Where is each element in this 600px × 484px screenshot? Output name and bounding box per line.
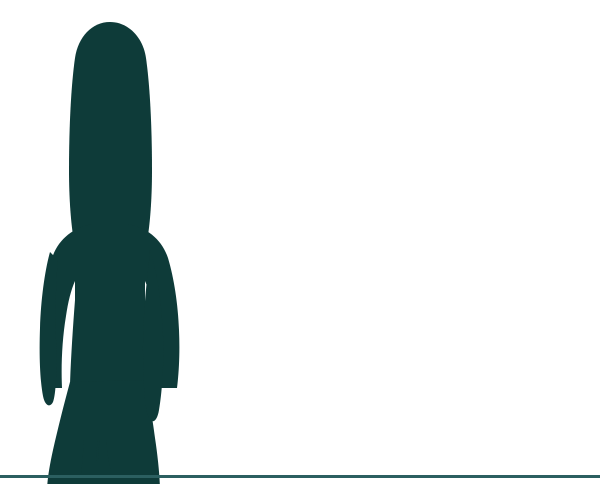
ground-line	[0, 475, 600, 478]
person-height-label: 175cm	[56, 1, 108, 20]
size-rectangle-small	[172, 110, 385, 190]
silhouette-body	[39, 22, 180, 484]
size-label-medium: 45x140cm	[178, 53, 258, 72]
size-label-large: 65x150cm	[172, 1, 252, 20]
watermark-21vek-by: 21vek.by	[13, 338, 573, 484]
size-label-small: 30x80cm	[178, 88, 249, 107]
watermark-text: 21vek.by	[14, 339, 572, 484]
